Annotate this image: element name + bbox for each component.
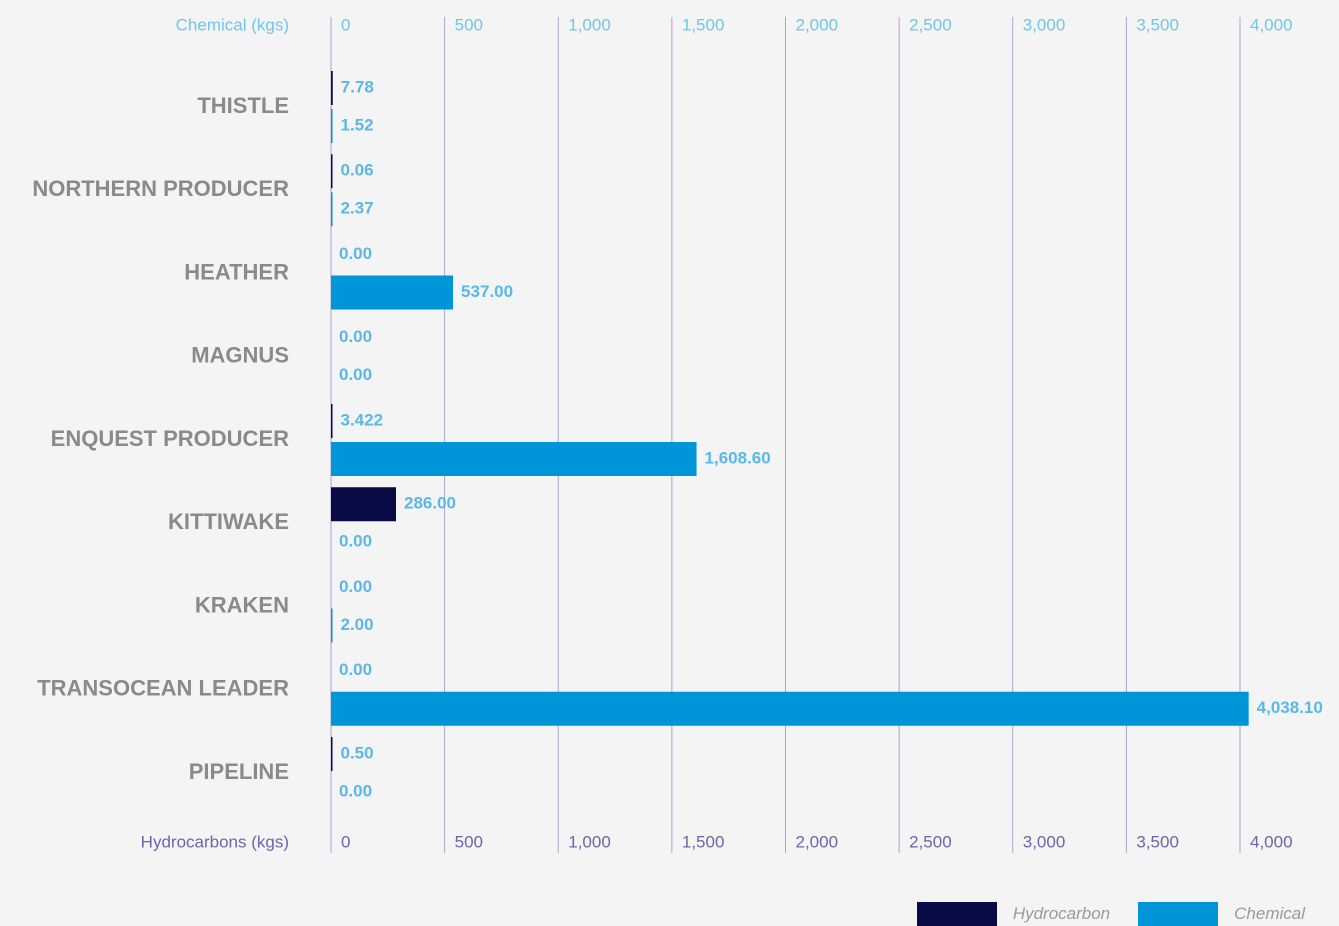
value-label-hydrocarbon-heather: 0.00 [339,244,372,263]
bottom-tick-label-2: 1,000 [568,832,611,851]
bottom-tick-label-4: 2,000 [796,832,839,851]
category-label-magnus: MAGNUS [191,343,289,368]
category-label-enquest-producer: ENQUEST PRODUCER [51,426,289,451]
value-label-chemical-pipeline: 0.00 [339,781,372,800]
value-label-chemical-northern-producer: 2.37 [341,199,374,218]
value-label-hydrocarbon-thistle: 7.78 [341,77,374,96]
category-label-kraken: KRAKEN [195,592,289,617]
value-label-chemical-enquest-producer: 1,608.60 [705,448,771,467]
bar-chemical-enquest-producer [331,442,697,476]
bar-hydrocarbon-enquest-producer [331,404,333,438]
top-tick-label-4: 2,000 [796,15,839,34]
value-label-chemical-kraken: 2.00 [341,615,374,634]
bar-hydrocarbon-pipeline [331,737,333,771]
top-tick-label-3: 1,500 [682,15,725,34]
bottom-tick-label-8: 4,000 [1250,832,1293,851]
top-tick-label-8: 4,000 [1250,15,1293,34]
bar-chemical-heather [331,275,454,310]
legend-swatch-hydrocarbon [916,902,997,926]
value-label-chemical-kittiwake: 0.00 [339,532,372,551]
value-label-hydrocarbon-magnus: 0.00 [339,327,372,346]
top-tick-label-2: 1,000 [568,15,611,34]
bar-chemical-kraken [331,608,333,643]
bottom-tick-label-3: 1,500 [682,832,725,851]
legend-item-hydrocarbon: Hydrocarbon [916,902,1111,926]
bar-chemical-thistle [331,109,333,143]
bar-hydrocarbon-kittiwake [331,487,396,522]
value-label-hydrocarbon-transocean-leader: 0.00 [339,660,372,679]
category-label-transocean-leader: TRANSOCEAN LEADER [37,676,289,701]
chart-legend: Hydrocarbon Chemical [889,902,1305,926]
value-label-hydrocarbon-kraken: 0.00 [339,577,372,596]
bottom-tick-label-1: 500 [455,832,483,851]
category-label-pipeline: PIPELINE [189,759,289,784]
bottom-tick-label-7: 3,500 [1136,832,1179,851]
top-tick-label-0: 0 [341,15,350,34]
bottom-axis-title: Hydrocarbons (kgs) [141,832,289,851]
top-tick-label-6: 3,000 [1023,15,1066,34]
bar-chemical-northern-producer [331,192,333,227]
value-label-hydrocarbon-pipeline: 0.50 [341,743,374,762]
bottom-tick-label-6: 3,000 [1023,832,1066,851]
top-axis-title: Chemical (kgs) [176,15,289,34]
top-tick-label-1: 500 [455,15,483,34]
value-label-hydrocarbon-enquest-producer: 3.422 [341,410,384,429]
top-tick-label-7: 3,500 [1136,15,1179,34]
value-label-hydrocarbon-kittiwake: 286.00 [404,494,456,513]
category-label-northern-producer: NORTHERN PRODUCER [32,176,289,201]
category-label-kittiwake: KITTIWAKE [168,509,289,534]
legend-swatch-chemical [1138,902,1219,926]
bottom-tick-label-5: 2,500 [909,832,952,851]
value-label-chemical-transocean-leader: 4,038.10 [1257,698,1323,717]
legend-item-chemical: Chemical [1138,902,1305,926]
bar-hydrocarbon-thistle [331,71,333,105]
bottom-tick-label-0: 0 [341,832,350,851]
bar-hydrocarbon-northern-producer [331,154,333,189]
legend-label-chemical: Chemical [1234,904,1305,923]
value-label-hydrocarbon-northern-producer: 0.06 [341,161,374,180]
value-label-chemical-magnus: 0.00 [339,365,372,384]
category-label-thistle: THISTLE [197,93,289,118]
value-label-chemical-thistle: 1.52 [341,115,374,134]
bar-chemical-transocean-leader [331,691,1249,726]
category-label-heather: HEATHER [184,259,289,284]
value-label-chemical-heather: 537.00 [461,282,513,301]
top-tick-label-5: 2,500 [909,15,952,34]
legend-label-hydrocarbon: Hydrocarbon [1012,904,1111,923]
